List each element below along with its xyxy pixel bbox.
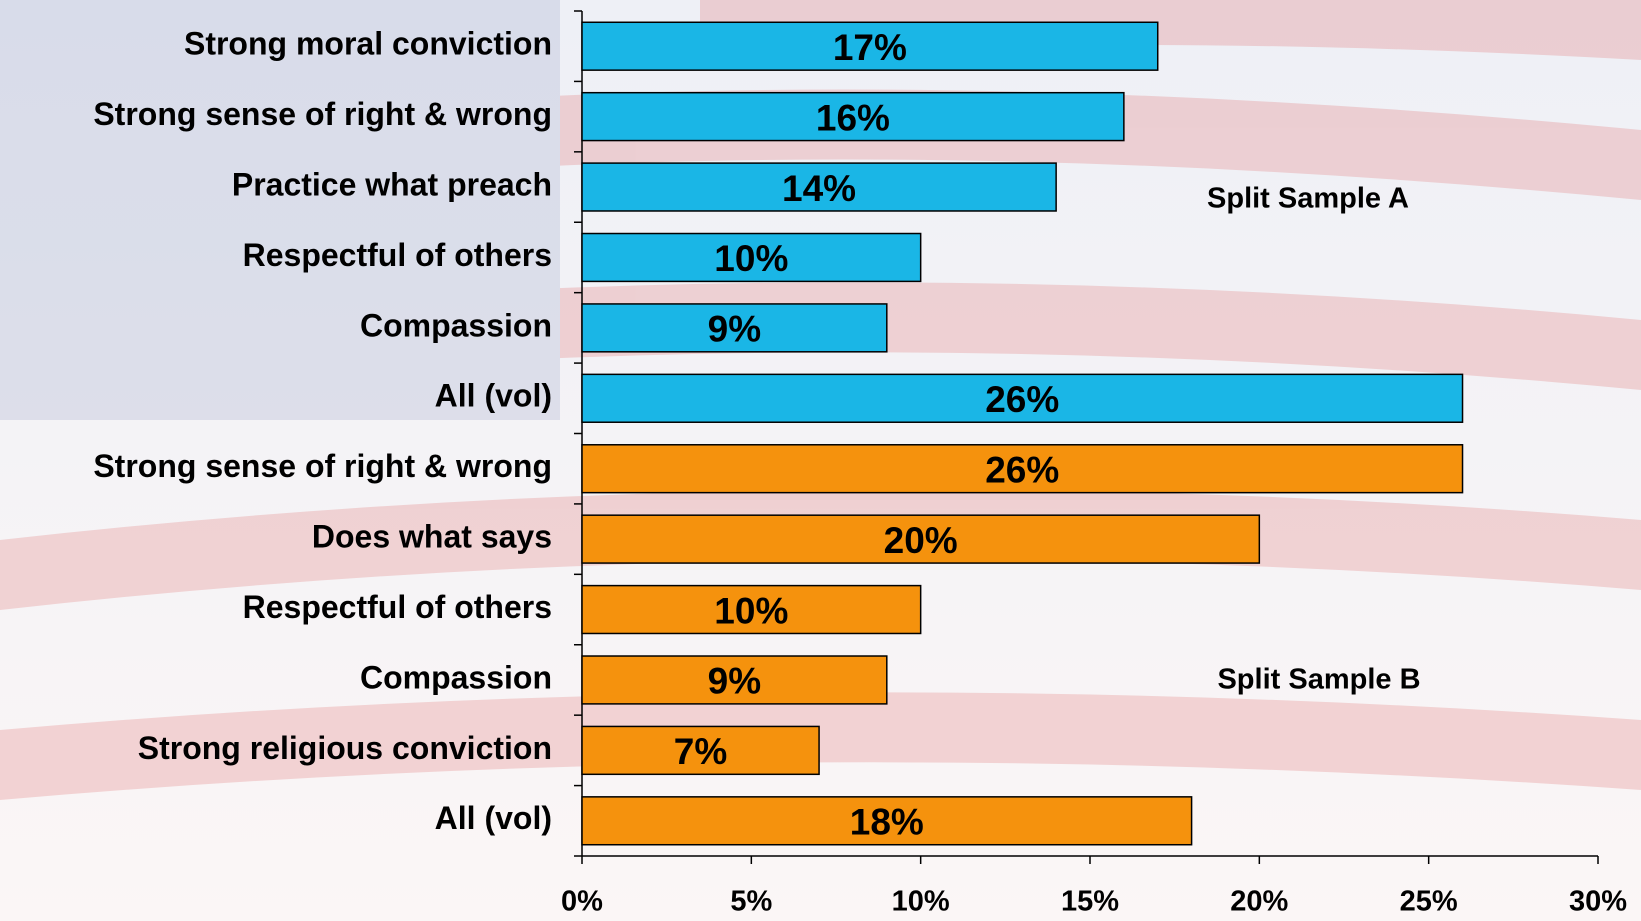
bar <box>581 373 1464 423</box>
x-tick-label: 5% <box>730 886 772 918</box>
bar <box>581 725 820 776</box>
x-tick-label: 10% <box>892 886 950 918</box>
x-tick-label: 20% <box>1230 886 1288 918</box>
y-tick-label: Strong religious conviction <box>138 730 552 766</box>
value-label: 10% <box>714 238 788 279</box>
flag-stripes <box>0 0 1641 800</box>
value-label: 26% <box>985 379 1059 420</box>
y-tick-label: Compassion <box>360 307 552 343</box>
value-label: 7% <box>674 731 727 772</box>
bar <box>581 796 1193 846</box>
value-label: 9% <box>708 661 761 702</box>
bar <box>581 162 1057 212</box>
bar <box>581 584 922 635</box>
value-label: 16% <box>816 97 890 138</box>
value-label: 18% <box>850 802 924 843</box>
y-tick-label: Compassion <box>360 659 552 695</box>
x-tick-label: 15% <box>1061 886 1119 918</box>
bar <box>581 232 922 283</box>
y-tick-label: All (vol) <box>435 378 552 414</box>
y-tick-label: Does what says <box>312 519 552 555</box>
value-label: 14% <box>782 168 856 209</box>
x-tick-label: 30% <box>1569 886 1627 918</box>
value-label: 9% <box>708 309 761 350</box>
value-label: 20% <box>884 520 958 561</box>
bar <box>581 444 1464 494</box>
y-tick-label: Strong sense of right & wrong <box>93 448 552 484</box>
bar <box>581 655 888 705</box>
bar <box>581 21 1159 71</box>
y-tick-label: All (vol) <box>435 800 552 836</box>
x-tick-label: 0% <box>561 886 603 918</box>
y-tick-label: Respectful of others <box>243 589 552 625</box>
x-tick-label: 25% <box>1400 886 1458 918</box>
value-label: 26% <box>985 449 1059 490</box>
y-tick-label: Strong sense of right & wrong <box>93 96 552 132</box>
group-label: Split Sample B <box>1217 664 1420 696</box>
y-tick-label: Respectful of others <box>243 237 552 273</box>
value-label: 10% <box>714 590 788 631</box>
value-label: 17% <box>833 27 907 68</box>
group-label: Split Sample A <box>1207 183 1409 215</box>
y-tick-label: Practice what preach <box>232 166 552 202</box>
bar <box>581 91 1125 142</box>
bar <box>581 514 1261 564</box>
bar <box>581 303 888 353</box>
y-tick-label: Strong moral conviction <box>184 26 552 62</box>
